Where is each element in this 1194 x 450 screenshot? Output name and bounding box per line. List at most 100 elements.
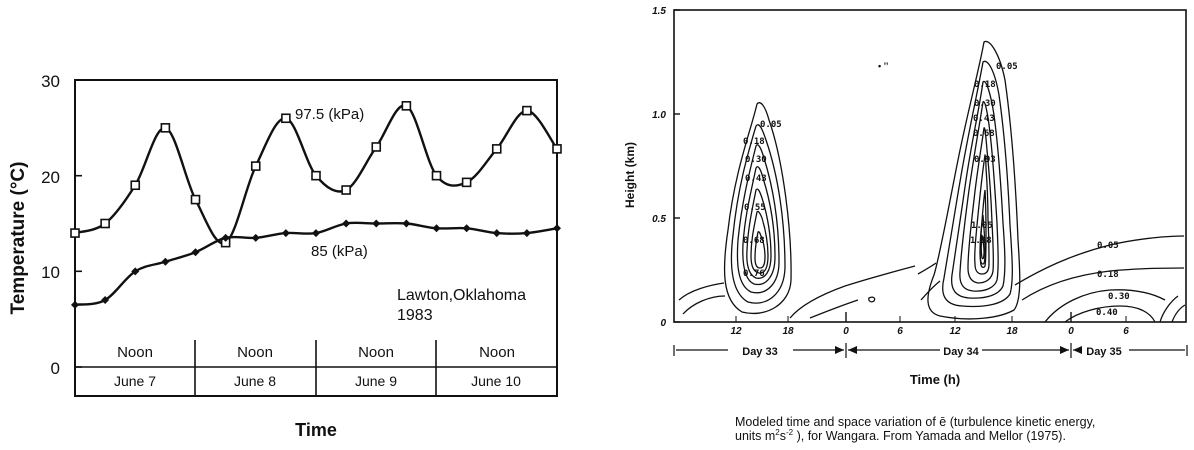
data-point: [250, 161, 261, 171]
data-point: [281, 229, 290, 238]
x-tick-label: 6: [897, 326, 903, 337]
y-tick-label: 20: [41, 168, 60, 187]
contour-label: 0.05: [760, 120, 782, 130]
noon-label: Noon: [117, 344, 153, 361]
caption-source: ), for Wangara. From Yamada and Mellor (…: [793, 429, 1066, 443]
temperature-x-axis-label: Time: [295, 420, 337, 440]
data-point: [131, 267, 140, 276]
data-point: [491, 144, 502, 154]
contour-label: 0.55: [744, 203, 766, 213]
data-point: [311, 170, 321, 181]
temperature-y-axis-label: Temperature (°C): [8, 162, 29, 315]
noon-label: Noon: [358, 344, 394, 361]
data-point: [101, 296, 110, 305]
contour-label: 0.18: [1097, 270, 1119, 280]
contour-label: 1.18: [970, 236, 992, 246]
data-point: [492, 229, 501, 238]
caption-line-2: units m2s-2 ), for Wangara. From Yamada …: [735, 428, 1066, 443]
y-tick-label: 0: [660, 318, 666, 329]
data-point: [281, 113, 291, 124]
contour-label: 0.76: [743, 269, 765, 279]
series-label-97-5: 97.5 (kPa): [295, 106, 364, 123]
data-point: [341, 185, 351, 195]
contour-y-axis: 1.5 1.0 0.5 0 Height (km): [623, 6, 680, 329]
data-point: [190, 194, 201, 205]
data-point: [372, 219, 381, 228]
data-point: [402, 219, 411, 228]
year-annotation: 1983: [397, 307, 433, 324]
contour-label: 0.68: [973, 129, 995, 139]
y-tick-label: 0: [51, 359, 60, 378]
caption-superscript: -2: [786, 428, 794, 437]
data-point: [462, 224, 471, 233]
data-point: [71, 300, 79, 309]
day-label: June 9: [355, 373, 397, 389]
contour-plot-frame: [673, 9, 1187, 323]
data-point: [191, 248, 200, 257]
data-point: [522, 105, 532, 116]
data-point: [431, 170, 442, 181]
y-tick-label: 1.5: [652, 6, 666, 17]
temperature-y-axis: 30 20 10 0 Temperature (°C): [8, 72, 82, 378]
contour-x-axis-label: Time (h): [910, 372, 960, 387]
caption-units: units m: [735, 429, 775, 443]
data-point: [130, 180, 141, 191]
caption-units-s: s: [780, 429, 786, 443]
temperature-chart: 30 20 10 0 Temperature (°C) Noon Noon No…: [8, 72, 562, 440]
contour-x-axis: 12 18 0 6 12 18 0 6: [730, 312, 1129, 337]
data-point: [371, 142, 382, 152]
contour-label: 0.30: [745, 155, 767, 165]
contour-label: 0.93: [974, 155, 996, 165]
contour-lines-day35: [1014, 235, 1186, 323]
tke-contour-chart: 1.5 1.0 0.5 0 Height (km) 12 18 0 6 12 1…: [623, 6, 1188, 443]
x-tick-label: 18: [1006, 326, 1018, 337]
contour-label: 0.18: [974, 80, 996, 90]
data-point: [401, 101, 412, 111]
day-label: Day 34: [943, 346, 979, 358]
day-label: June 10: [471, 373, 521, 389]
caption-line-1: Modeled time and space variation of ē (t…: [735, 415, 1095, 429]
data-point: [432, 224, 441, 233]
y-tick-label: 1.0: [652, 110, 666, 121]
x-tick-label: 12: [949, 326, 961, 337]
data-point: [100, 218, 110, 229]
x-tick-label: 0: [843, 326, 849, 337]
data-point: [342, 219, 351, 228]
day-label: June 8: [234, 373, 276, 389]
location-annotation: Lawton,Oklahoma: [397, 287, 526, 304]
contour-lines-day34: [917, 40, 1021, 320]
data-point: [312, 229, 320, 238]
day-label: Day 33: [742, 346, 777, 358]
contour-label: 0.40: [1096, 308, 1118, 318]
contour-label: 0.68: [743, 236, 765, 246]
contour-labels-day33: 0.05 0.18 0.30 0.43 0.55 0.68 0.76: [743, 120, 782, 279]
caption-superscript: 2: [775, 428, 780, 437]
y-tick-label: 0.5: [652, 214, 666, 225]
data-point: [161, 257, 170, 266]
contour-label: 1.05: [971, 221, 993, 231]
y-tick-label: 10: [41, 263, 60, 282]
contour-label: 0.05: [1097, 241, 1119, 251]
contour-labels-day35: 0.05 0.18 0.30 0.40: [1096, 241, 1130, 318]
data-point: [553, 224, 561, 233]
data-point: [522, 229, 531, 238]
day-range-bar: [673, 343, 1188, 358]
contour-label: 0.43: [973, 114, 995, 124]
data-point: [70, 228, 80, 238]
y-tick-label: 30: [41, 72, 60, 91]
contour-label: 0.43: [745, 174, 767, 184]
noon-label: Noon: [479, 344, 515, 361]
contour-label: 0.30: [1108, 292, 1130, 302]
noon-label: Noon: [237, 344, 273, 361]
x-tick-label: 12: [730, 326, 742, 337]
stray-marks: • ’’: [878, 61, 888, 71]
x-tick-label: 18: [782, 326, 794, 337]
data-point: [160, 123, 171, 133]
day-label: June 7: [114, 373, 156, 389]
x-tick-label: 6: [1123, 326, 1129, 337]
temperature-series-group: [70, 101, 562, 309]
data-point: [221, 233, 230, 242]
data-point: [251, 233, 260, 242]
contour-labels-day34: 0.05 0.18 0.30 0.43 0.68 0.93 1.05 1.18: [970, 62, 1018, 246]
